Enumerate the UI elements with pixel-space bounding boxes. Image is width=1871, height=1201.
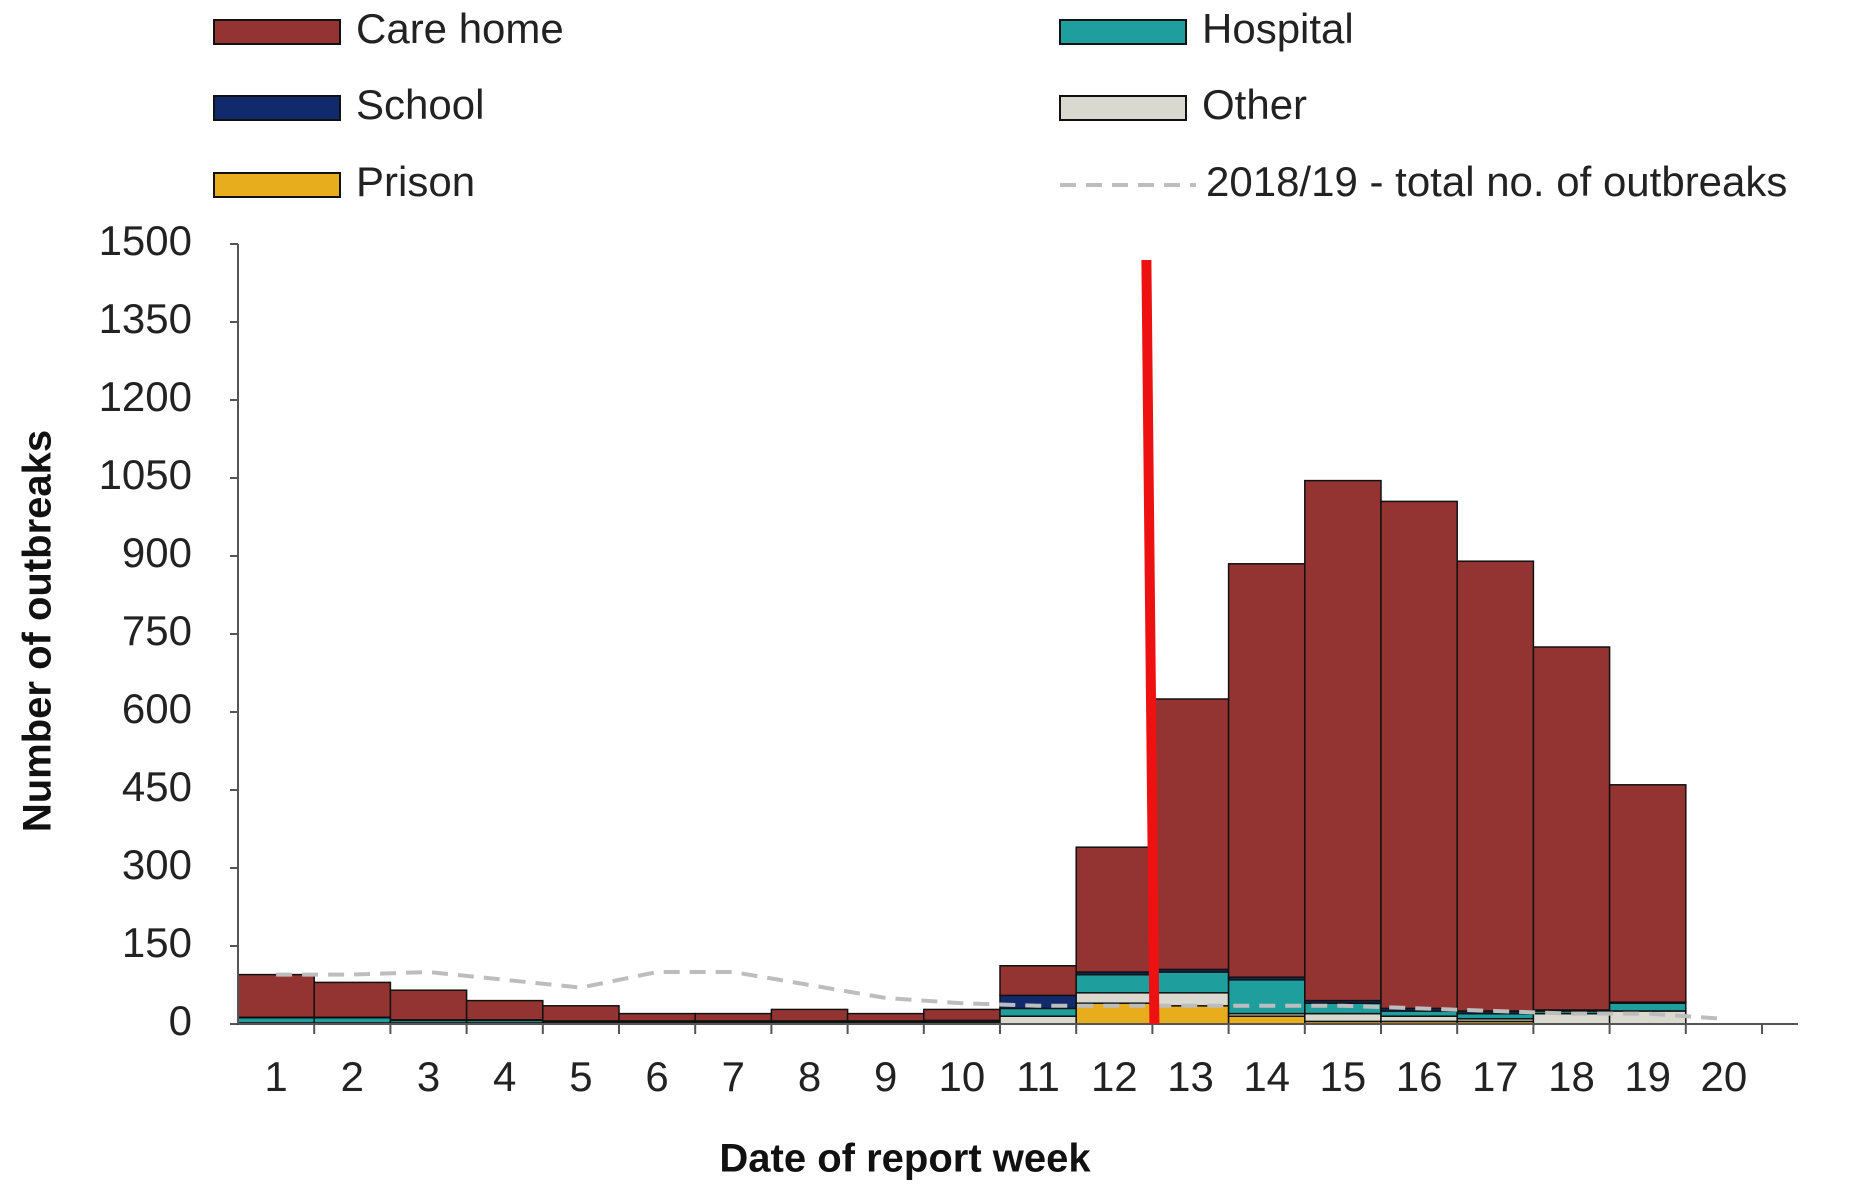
bar-segment [1608, 784, 1687, 1003]
legend-label: Prison [356, 158, 475, 205]
x-tick-label: 13 [1167, 1053, 1214, 1100]
legend-swatch [213, 19, 341, 45]
legend-swatch [213, 172, 341, 198]
bar-segment [1075, 973, 1154, 994]
x-tick-label: 16 [1396, 1053, 1443, 1100]
x-tick-label: 15 [1320, 1053, 1367, 1100]
y-tick-label: 450 [122, 763, 192, 810]
bar-segment [1075, 846, 1154, 973]
x-tick-label: 3 [417, 1053, 440, 1100]
legend-label: School [356, 81, 484, 128]
x-tick-label: 14 [1243, 1053, 1290, 1100]
y-tick-label: 1350 [99, 295, 192, 342]
legend-label: Other [1202, 81, 1307, 128]
bar-segment [1380, 1010, 1458, 1017]
legend-label: 2018/19 - total no. of outbreaks [1206, 158, 1787, 205]
bar-segment [1608, 1010, 1687, 1025]
bar-segment [237, 1017, 315, 1024]
bar-segment [1532, 646, 1611, 1011]
x-tick-label: 2 [341, 1053, 364, 1100]
bar-segment [1227, 563, 1306, 978]
y-tick-label: 750 [122, 607, 192, 654]
bar-segment [1304, 479, 1382, 1002]
legend-swatch [213, 95, 341, 121]
bar-segment [999, 1015, 1077, 1025]
x-tick-label: 20 [1701, 1053, 1748, 1100]
bar-segment [1227, 979, 1306, 1015]
y-tick-label: 0 [169, 997, 192, 1044]
bar-segment [313, 981, 392, 1018]
legend-label: Hospital [1202, 5, 1354, 52]
x-tick-label: 19 [1624, 1053, 1671, 1100]
bar-segment [618, 1012, 696, 1022]
x-tick-label: 10 [939, 1053, 986, 1100]
x-tick-label: 18 [1548, 1053, 1595, 1100]
y-tick-label: 150 [122, 919, 192, 966]
bar-segment [1608, 1002, 1687, 1012]
x-tick-label: 5 [569, 1053, 592, 1100]
x-tick-label: 9 [874, 1053, 897, 1100]
bar-segment [313, 1017, 392, 1024]
x-tick-label: 4 [493, 1053, 516, 1100]
bar-segment [1151, 698, 1230, 971]
y-tick-label: 300 [122, 841, 192, 888]
y-tick-label: 600 [122, 685, 192, 732]
y-tick-label: 1200 [99, 373, 192, 420]
bar-segment [1151, 1005, 1230, 1025]
bar-segment [999, 965, 1077, 997]
x-tick-label: 7 [722, 1053, 745, 1100]
bar-segment [999, 1007, 1077, 1017]
x-tick-label: 8 [798, 1053, 821, 1100]
bar-segment [694, 1012, 773, 1022]
x-tick-label: 11 [1016, 1053, 1060, 1100]
bar-segment [1227, 1015, 1306, 1025]
x-tick-label: 1 [264, 1053, 287, 1100]
bar-segment [1304, 1012, 1382, 1023]
bar-segment [923, 1008, 1001, 1022]
marker-line [1141, 259, 1160, 1025]
y-tick-label: 900 [122, 529, 192, 576]
bar-segment [1380, 500, 1458, 1010]
legend-label: Care home [356, 5, 564, 52]
bar-segment [1456, 1012, 1535, 1020]
legend-swatch [1059, 95, 1187, 121]
bar-segment [846, 1012, 925, 1022]
y-axis-title: Number of outbreaks [16, 430, 60, 832]
bar-segment [1380, 1015, 1458, 1023]
y-tick-label: 1500 [99, 217, 192, 264]
x-tick-label: 12 [1091, 1053, 1138, 1100]
bar-segment [1075, 992, 1154, 1004]
bar-segment [465, 999, 544, 1021]
bar-segment [1151, 971, 1230, 994]
x-axis-title: Date of report week [719, 1137, 1091, 1181]
legend-swatch [1059, 19, 1187, 45]
x-tick-label: 17 [1472, 1053, 1519, 1100]
bar-segment [542, 1005, 620, 1022]
bar-segment [237, 973, 315, 1018]
y-tick-label: 1050 [99, 451, 192, 498]
comparison-line [276, 969, 1725, 1021]
bar-segment [770, 1008, 849, 1022]
x-tick-label: 6 [645, 1053, 668, 1100]
bar-segment [1456, 560, 1535, 1012]
bar-segment [389, 989, 468, 1021]
